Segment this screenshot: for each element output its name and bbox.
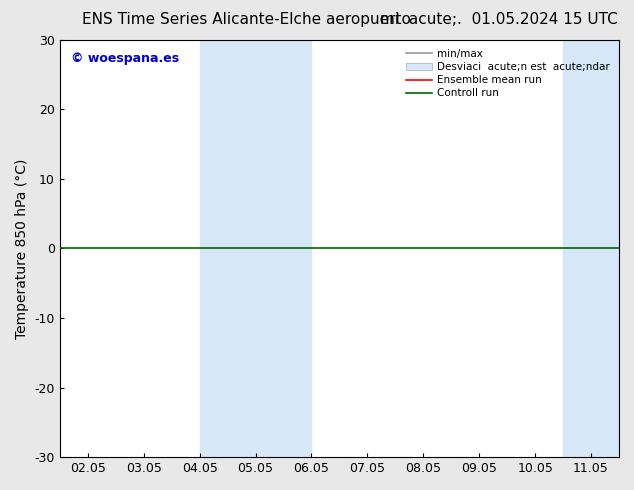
Bar [563,40,624,457]
Text: mi  acute;.  01.05.2024 15 UTC: mi acute;. 01.05.2024 15 UTC [380,12,618,27]
Legend: min/max, Desviaci  acute;n est  acute;ndar, Ensemble mean run, Controll run: min/max, Desviaci acute;n est acute;ndar… [401,45,614,102]
Text: © woespana.es: © woespana.es [71,52,179,65]
Y-axis label: Temperature 850 hPa (°C): Temperature 850 hPa (°C) [15,158,29,339]
Text: ENS Time Series Alicante-Elche aeropuerto: ENS Time Series Alicante-Elche aeropuert… [82,12,411,27]
Bar [200,40,311,457]
